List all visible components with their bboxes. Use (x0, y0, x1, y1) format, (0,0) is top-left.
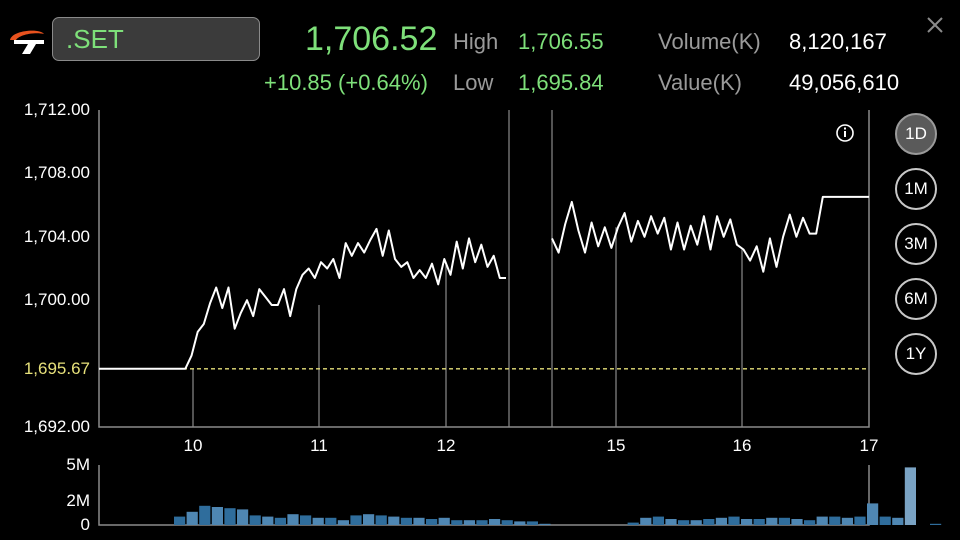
volume-bar (224, 508, 236, 525)
volume-bar (791, 519, 803, 525)
volume-bar (640, 517, 652, 525)
info-icon[interactable] (836, 124, 854, 142)
volume-bar (363, 514, 375, 525)
volume-bar (237, 509, 249, 525)
last-price: 1,706.52 (305, 20, 438, 58)
volume-bar (199, 505, 211, 525)
volume-bar (526, 521, 538, 525)
volume-bar (678, 520, 690, 525)
volume-bar (703, 519, 715, 525)
symbol-value: .SET (66, 24, 124, 54)
volume-bar (816, 516, 828, 525)
low-value: 1,695.84 (518, 70, 604, 95)
y-axis-tick-label: 1,692.00 (23, 417, 90, 436)
volume-bar (627, 522, 639, 525)
volume-bar (451, 520, 463, 525)
volume-bar (665, 519, 677, 525)
volume-bar (728, 516, 740, 525)
volume-bar (300, 515, 312, 525)
x-axis-tick-label: 10 (183, 436, 203, 455)
price-series-line (551, 195, 869, 273)
high-label: High (453, 29, 499, 54)
volume-bar (514, 521, 526, 525)
volume-bar (249, 515, 261, 525)
range-button-1d[interactable]: 1D (895, 113, 937, 155)
price-series-line (99, 227, 506, 370)
volume-bar (652, 516, 664, 525)
volume-bar (413, 517, 425, 525)
volume-bar (841, 517, 853, 525)
x-axis-tick-label: 15 (606, 436, 626, 455)
volume-axis-tick-label: 2M (66, 491, 90, 510)
x-axis-tick-label: 16 (732, 436, 752, 455)
volume-bar (753, 519, 765, 525)
volume-bar (829, 516, 841, 525)
volume-label: Volume(K) (658, 29, 761, 54)
volume-bar (930, 523, 942, 525)
volume-bar (174, 516, 186, 525)
volume-bar (501, 520, 513, 525)
volume-bar (337, 520, 349, 525)
y-axis-tick-label: 1,704.00 (23, 226, 90, 246)
x-axis-tick-label: 17 (859, 436, 879, 455)
range-button-1y[interactable]: 1Y (895, 333, 937, 375)
y-axis-tick-label: 1,712.00 (23, 100, 90, 119)
volume-value: 8,120,167 (789, 29, 887, 54)
volume-bar (287, 514, 299, 525)
value-label: Value(K) (658, 70, 742, 95)
range-button-3m[interactable]: 3M (895, 223, 937, 265)
volume-bar (476, 520, 488, 525)
volume-bar (804, 520, 816, 525)
y-axis-tick-label: 1,700.00 (23, 290, 90, 310)
volume-bar (350, 515, 362, 525)
set-logo-icon (10, 30, 44, 54)
volume-bar (854, 516, 866, 525)
volume-bar (312, 517, 324, 525)
volume-bar (778, 517, 790, 525)
volume-bar (690, 520, 702, 525)
x-axis-tick-label: 12 (436, 436, 456, 455)
volume-bar (186, 511, 198, 525)
y-axis-tick-label: 1,708.00 (23, 163, 90, 183)
volume-bar (741, 519, 753, 525)
volume-bar (539, 523, 551, 525)
symbol-search-field[interactable] (52, 17, 260, 61)
range-button-6m[interactable]: 6M (895, 278, 937, 320)
high-value: 1,706.55 (518, 29, 604, 54)
volume-bar (262, 516, 274, 525)
volume-bar (879, 516, 891, 525)
volume-bar (211, 507, 223, 525)
close-icon[interactable] (924, 14, 946, 36)
volume-bar (274, 517, 286, 525)
volume-bar (438, 517, 450, 525)
volume-bar (715, 517, 727, 525)
volume-bar (325, 517, 337, 525)
volume-axis-tick-label: 5M (66, 455, 90, 474)
volume-axis-tick-label: 0 (80, 515, 90, 534)
volume-bar (463, 520, 475, 525)
value-value: 49,056,610 (789, 70, 900, 95)
volume-bar (400, 517, 412, 525)
volume-bar (375, 515, 387, 525)
volume-bar (766, 517, 778, 525)
range-button-1m[interactable]: 1M (895, 168, 937, 210)
low-label: Low (453, 70, 494, 95)
volume-bar (388, 516, 400, 525)
volume-bar (489, 519, 501, 525)
x-axis-tick-label: 11 (310, 436, 328, 455)
volume-bar (867, 503, 879, 525)
price-chart-frame (98, 110, 870, 428)
volume-bar (892, 517, 904, 525)
volume-bar (426, 519, 438, 525)
price-change: +10.85 (+0.64%) (264, 70, 428, 95)
y-axis-tick-label: 1,695.67 (23, 358, 90, 378)
volume-bar (904, 467, 916, 525)
